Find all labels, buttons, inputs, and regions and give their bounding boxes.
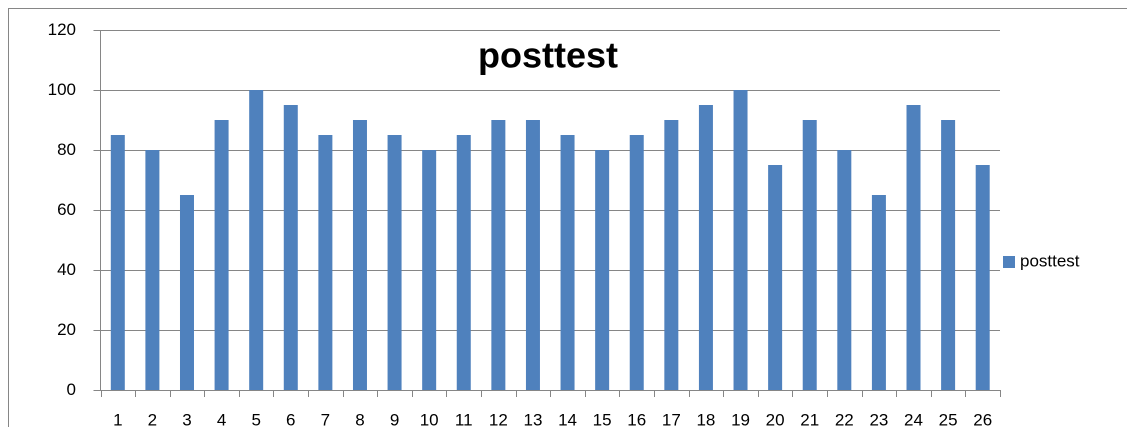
y-tick-label: 100 xyxy=(48,80,76,99)
x-tick-label: 17 xyxy=(662,410,681,427)
y-tick-label: 120 xyxy=(48,20,76,39)
bar xyxy=(525,120,540,390)
x-tick-label: 15 xyxy=(593,410,612,427)
bar xyxy=(387,135,402,390)
x-tick-label: 14 xyxy=(558,410,577,427)
y-tick-label: 20 xyxy=(57,320,76,339)
x-tick-label: 13 xyxy=(523,410,542,427)
y-tick-label: 80 xyxy=(57,140,76,159)
x-tick-label: 5 xyxy=(251,410,260,427)
x-tick-label: 8 xyxy=(355,410,364,427)
x-tick-label: 10 xyxy=(420,410,439,427)
x-tick-label: 2 xyxy=(148,410,157,427)
bar xyxy=(802,120,817,390)
bar xyxy=(871,195,886,390)
bar xyxy=(837,150,852,390)
x-tick-label: 1 xyxy=(113,410,122,427)
bar xyxy=(422,150,437,390)
y-tick-label: 60 xyxy=(57,200,76,219)
bar xyxy=(214,120,229,390)
bar xyxy=(179,195,194,390)
x-tick-label: 22 xyxy=(835,410,854,427)
x-tick-label: 16 xyxy=(627,410,646,427)
chart-title: posttest xyxy=(478,35,618,76)
x-tick-label: 3 xyxy=(182,410,191,427)
x-tick-label: 11 xyxy=(455,410,473,427)
bar xyxy=(629,135,644,390)
x-tick-label: 7 xyxy=(321,410,330,427)
x-tick-label: 24 xyxy=(904,410,923,427)
bar xyxy=(733,90,748,390)
x-tick-label: 25 xyxy=(939,410,958,427)
x-tick-label: 19 xyxy=(731,410,750,427)
bar xyxy=(664,120,679,390)
x-tick-label: 26 xyxy=(973,410,992,427)
bar xyxy=(352,120,367,390)
bar xyxy=(318,135,333,390)
bar xyxy=(456,135,471,390)
y-tick-label: 40 xyxy=(57,260,76,279)
x-tick-label: 23 xyxy=(869,410,888,427)
x-tick-label: 6 xyxy=(286,410,295,427)
bar xyxy=(698,105,713,390)
x-tick-label: 20 xyxy=(766,410,785,427)
bar xyxy=(906,105,921,390)
bar xyxy=(768,165,783,390)
bar xyxy=(249,90,264,390)
legend-swatch xyxy=(1003,256,1015,268)
x-tick-label: 9 xyxy=(390,410,399,427)
bar xyxy=(975,165,990,390)
bar xyxy=(941,120,956,390)
x-tick-label: 4 xyxy=(217,410,226,427)
y-tick-label: 0 xyxy=(67,380,76,399)
x-tick-label: 12 xyxy=(489,410,508,427)
legend-label: posttest xyxy=(1020,251,1080,270)
bar xyxy=(595,150,610,390)
bar xyxy=(110,135,125,390)
bar xyxy=(560,135,575,390)
bar xyxy=(283,105,298,390)
bar xyxy=(491,120,506,390)
x-tick-label: 18 xyxy=(696,410,715,427)
x-tick-label: 21 xyxy=(800,410,819,427)
bar xyxy=(145,150,160,390)
